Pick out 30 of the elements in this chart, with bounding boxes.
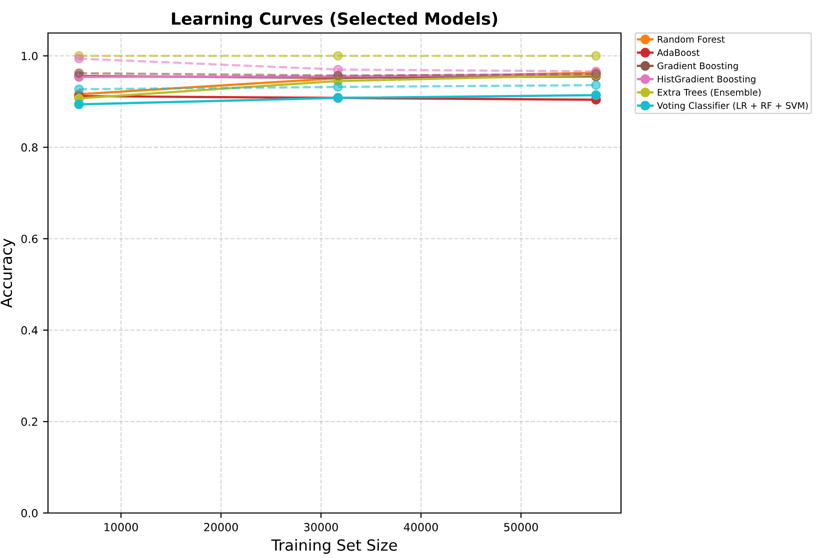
legend-label: Gradient Boosting bbox=[658, 62, 738, 71]
x-tick-label: 30000 bbox=[304, 522, 338, 532]
y-axis-title: Accuracy bbox=[0, 238, 16, 308]
legend-label: Random Forest bbox=[658, 36, 725, 43]
legend-label: Extra Trees (Ensemble) bbox=[658, 88, 761, 97]
x-axis-title: Training Set Size bbox=[271, 539, 397, 554]
legend-label: HistGradient Boosting bbox=[658, 75, 756, 84]
y-tick-label: 0.4 bbox=[21, 326, 38, 335]
point bbox=[333, 82, 343, 92]
point bbox=[74, 68, 84, 78]
legend-label: Voting Classifier (LR + RF + SVM) bbox=[657, 102, 808, 111]
x-tick-label: 20000 bbox=[204, 522, 238, 532]
y-tick-label: 0.0 bbox=[21, 508, 38, 518]
point bbox=[591, 80, 601, 90]
point bbox=[591, 50, 601, 61]
y-tick-label: 1.0 bbox=[22, 52, 38, 60]
point bbox=[74, 54, 84, 64]
x-tick-label: 10000 bbox=[104, 522, 138, 532]
y-tick-label: 0.8 bbox=[21, 143, 38, 152]
point bbox=[333, 76, 343, 86]
point bbox=[591, 90, 601, 100]
x-tick-label: 40000 bbox=[404, 522, 438, 532]
y-tick-label: 0.6 bbox=[21, 234, 38, 244]
point bbox=[74, 84, 84, 94]
x-tick-label: 50000 bbox=[504, 522, 538, 532]
chart-title: Learning Curves (Selected Models) bbox=[172, 12, 498, 28]
legend-label: AdaBoost bbox=[657, 48, 700, 56]
y-tick-label: 0.2 bbox=[21, 418, 38, 426]
point bbox=[74, 99, 84, 110]
point bbox=[333, 50, 343, 61]
